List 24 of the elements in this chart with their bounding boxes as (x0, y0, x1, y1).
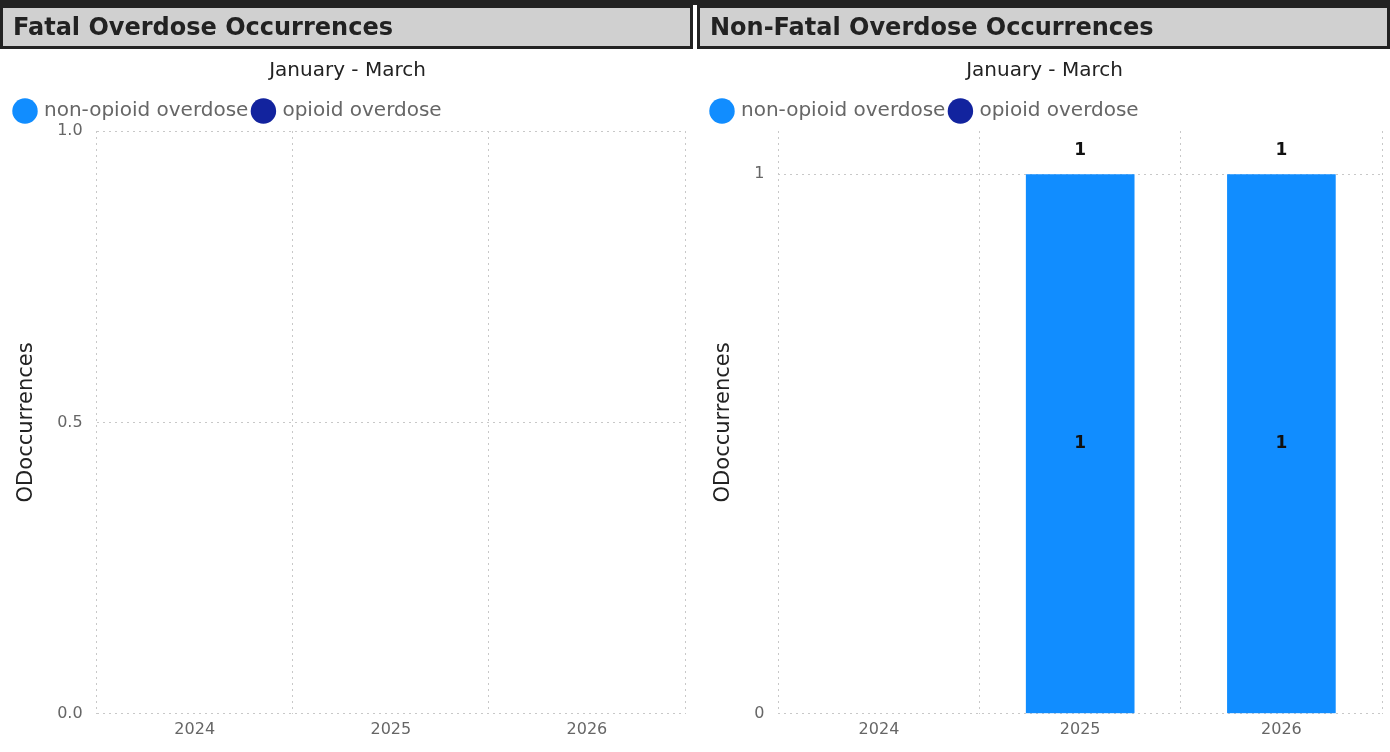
legend-label: non-opioid overdose (44, 97, 249, 122)
total-label: 1 (1074, 138, 1087, 159)
chart-subtitle: January - March (964, 57, 1123, 82)
y-axis-title: ODoccurrences (13, 342, 38, 503)
y-tick-label: 0 (754, 702, 765, 722)
x-tick-label: 2026 (1261, 718, 1302, 738)
y-tick-label: 1.0 (57, 120, 83, 140)
x-tick-label: 2025 (370, 718, 412, 738)
chart-subtitle: January - March (267, 57, 426, 82)
y-tick-label: 0.0 (57, 702, 83, 722)
y-tick-label: 0.5 (57, 411, 83, 431)
x-tick-label: 2024 (174, 718, 216, 738)
x-tick-label: 2025 (1059, 718, 1101, 738)
data-label: 1 (1275, 432, 1288, 453)
x-tick-label: 2024 (858, 718, 900, 738)
x-tick-label: 2026 (566, 718, 608, 738)
legend-label: non-opioid overdose (741, 97, 946, 122)
chart-title: Non-Fatal Overdose Occurrences (697, 5, 1390, 49)
chart-title: Fatal Overdose Occurrences (0, 5, 693, 49)
y-axis-title: ODoccurrences (710, 342, 735, 503)
total-label: 1 (1275, 138, 1288, 159)
legend-label: opioid overdose (282, 97, 442, 122)
legend-label: opioid overdose (979, 97, 1139, 122)
data-label: 1 (1074, 432, 1087, 453)
